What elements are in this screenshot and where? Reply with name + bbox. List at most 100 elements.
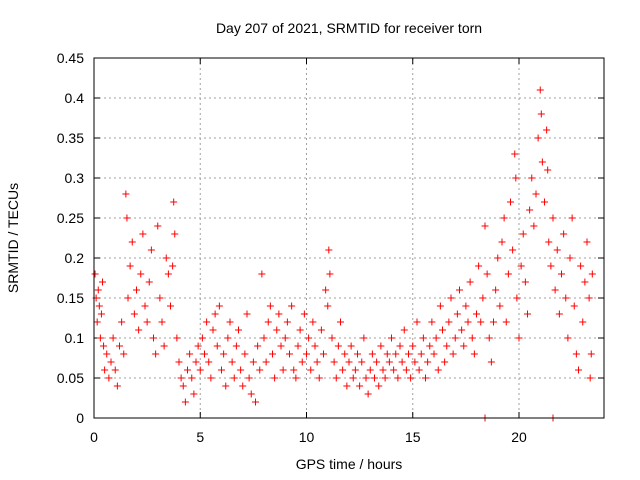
data-point [441,358,449,366]
data-point [402,366,410,374]
data-point [226,318,234,326]
data-point [94,286,102,294]
data-point [266,302,274,310]
data-point [213,342,221,350]
data-point [362,374,370,382]
data-point [152,350,160,358]
data-point [96,334,104,342]
data-point [534,134,542,142]
data-point [322,286,330,294]
data-point [339,366,347,374]
data-point [409,342,417,350]
data-point [169,262,177,270]
data-point [303,350,310,358]
data-point [122,190,130,198]
data-point [241,350,249,358]
data-point [120,350,128,358]
data-point [483,270,491,278]
data-point [458,326,466,334]
data-point [332,374,340,382]
data-point [564,334,572,342]
data-point [298,358,306,366]
data-point [286,350,293,358]
data-point [93,318,101,326]
data-point [337,318,344,326]
data-point [100,342,108,350]
data-point [124,294,132,302]
data-point [466,278,474,286]
data-point [194,342,202,350]
data-point [417,350,425,358]
data-point [109,334,117,342]
data-point [137,270,145,278]
data-point [177,374,185,382]
data-point [252,398,259,406]
data-point [179,382,187,390]
data-point [428,318,436,326]
data-point [207,374,215,382]
data-point [388,334,395,342]
data-point [479,294,487,302]
x-tick-label: 10 [299,429,315,445]
data-point [512,174,520,182]
data-point [341,350,349,358]
data-point [181,398,189,406]
y-axis-label: SRMTID / TECUs [5,183,21,293]
data-point [588,270,596,278]
data-point [570,302,578,310]
data-point [521,278,529,286]
chart-title: Day 207 of 2021, SRMTID for receiver tor… [216,20,482,36]
data-point [260,334,268,342]
data-point [105,374,113,382]
data-point [279,366,287,374]
data-point [126,262,134,270]
data-point [296,326,304,334]
data-point [258,270,266,278]
data-point [494,254,502,262]
data-point [381,374,389,382]
data-point [558,270,565,278]
data-point [487,358,495,366]
data-point [541,198,548,206]
data-point [366,366,374,374]
data-point [439,326,446,334]
data-point [101,366,109,374]
x-axis-label: GPS time / hours [296,456,403,472]
data-point [230,374,238,382]
data-point [309,318,317,326]
data-point [349,374,357,382]
data-point [509,246,517,254]
x-tick-label: 0 [90,429,98,445]
data-point [385,358,393,366]
x-tick-label: 15 [405,429,421,445]
data-point [562,294,570,302]
data-point [164,270,172,278]
data-point [239,382,247,390]
data-point [577,262,585,270]
data-point [317,326,325,334]
data-point [275,310,283,318]
data-point [528,174,536,182]
data-point [426,342,434,350]
data-point [154,222,162,230]
data-point [326,270,334,278]
data-point [560,230,568,238]
data-point [294,342,302,350]
data-point [237,366,245,374]
data-point [568,214,576,222]
data-point [504,270,512,278]
data-point [536,86,544,94]
data-point [575,366,582,374]
data-point [477,318,485,326]
data-point [192,358,200,366]
y-tick-label: 0.3 [65,170,85,186]
data-point [325,246,333,254]
data-point [170,198,178,206]
data-point [283,318,291,326]
data-point [485,334,493,342]
data-point [320,350,327,358]
data-point [579,318,587,326]
data-point [351,366,359,374]
data-point [498,238,506,246]
data-point [462,302,470,310]
